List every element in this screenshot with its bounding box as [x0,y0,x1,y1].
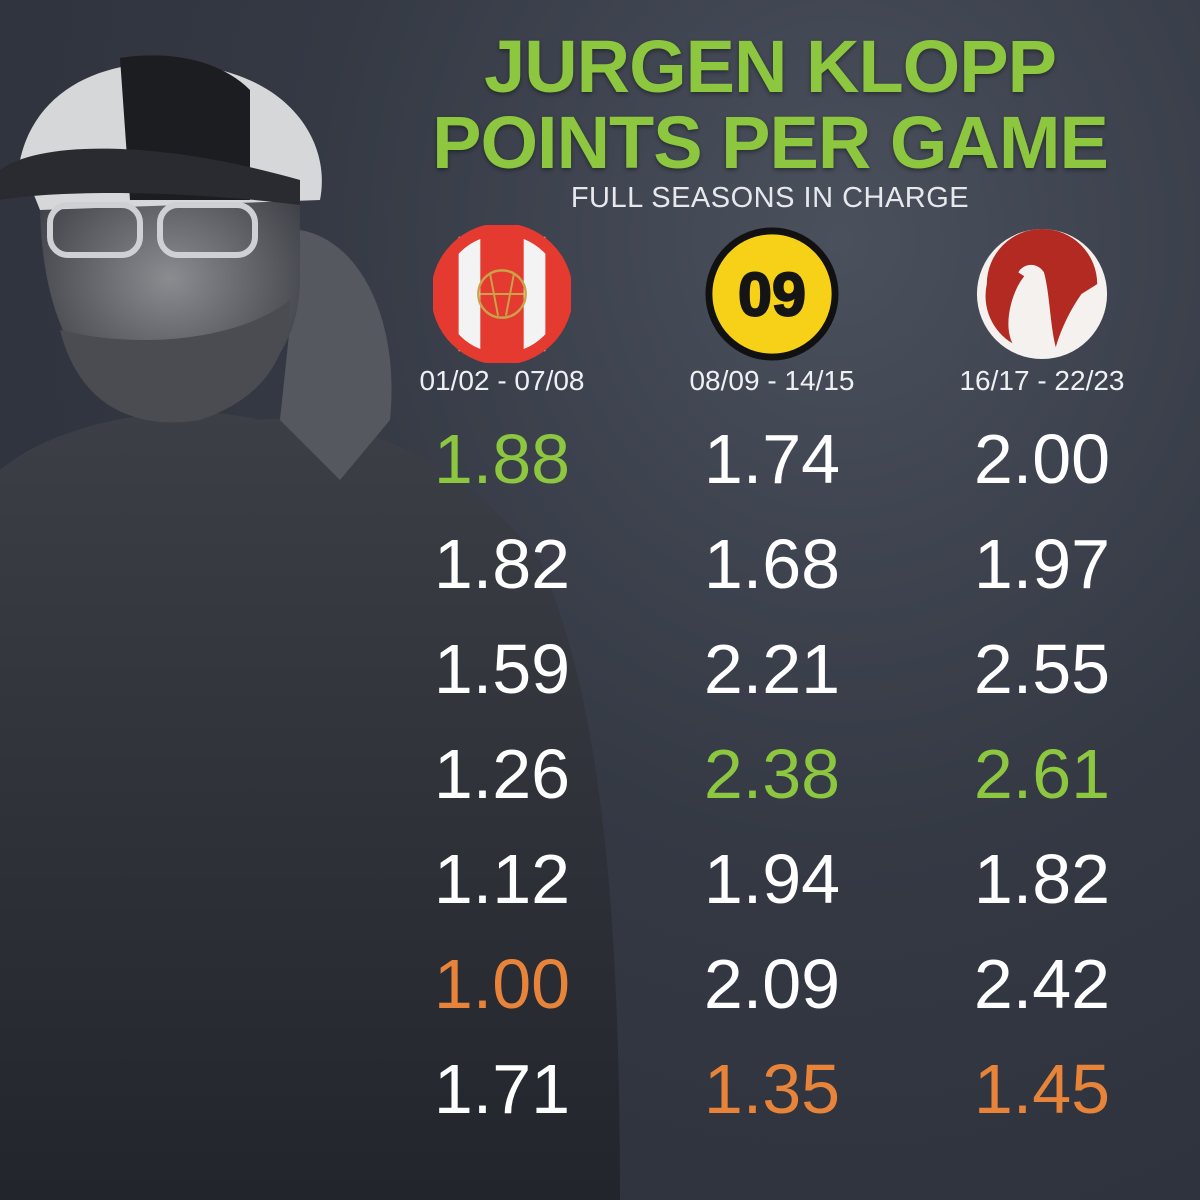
title-line-1: JURGEN KLOPP [484,25,1057,108]
ppg-value: 1.00 [433,945,571,1023]
dortmund-crest-icon: 09 [705,227,839,361]
title-line-2: POINTS PER GAME [432,101,1109,184]
ppg-value: 1.26 [433,735,571,813]
season-range: 08/09 - 14/15 [689,365,855,396]
ppg-value: 2.09 [703,945,841,1023]
ppg-value: 1.59 [433,630,571,708]
klopp-photo [0,55,620,1200]
ppg-value: 1.88 [433,420,571,498]
ppg-value: 1.35 [703,1050,841,1128]
ppg-value: 2.00 [973,420,1111,498]
ppg-value: 1.97 [973,525,1111,603]
ppg-value: 1.74 [703,420,841,498]
column-dortmund: 09 08/09 - 14/15 1.74 1.68 2.21 2.38 1.94 2.0… [642,225,902,1142]
ppg-value: 2.38 [703,735,841,813]
ppg-value: 2.42 [973,945,1111,1023]
ppg-value: 2.61 [973,735,1111,813]
ppg-value: 1.12 [433,840,571,918]
ppg-value: 1.82 [973,840,1111,918]
mainz-crest-icon [433,225,571,363]
subtitle: FULL SEASONS IN CHARGE [570,182,970,214]
ppg-value: 1.68 [703,525,841,603]
column-liverpool: 16/17 - 22/23 2.00 1.97 2.55 2.61 1.82 2.42 1.… [912,225,1172,1142]
season-range: 01/02 - 07/08 [419,365,585,396]
ppg-value: 2.21 [703,630,841,708]
ppg-value: 1.94 [703,840,841,918]
ppg-value: 1.45 [973,1050,1111,1128]
column-mainz: 01/02 - 07/08 1.88 1.82 1.59 1.26 1.12 1.00 1.… [372,225,632,1142]
ppg-value: 2.55 [973,630,1111,708]
ppg-value: 1.71 [433,1050,571,1128]
ppg-value: 1.82 [433,525,571,603]
season-range: 16/17 - 22/23 [959,365,1125,396]
liverpool-crest-icon [976,228,1108,360]
dortmund-logo-text: 09 [738,261,806,329]
